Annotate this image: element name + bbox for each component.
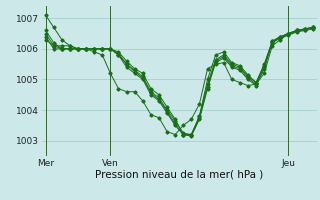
- X-axis label: Pression niveau de la mer( hPa ): Pression niveau de la mer( hPa ): [95, 169, 263, 179]
